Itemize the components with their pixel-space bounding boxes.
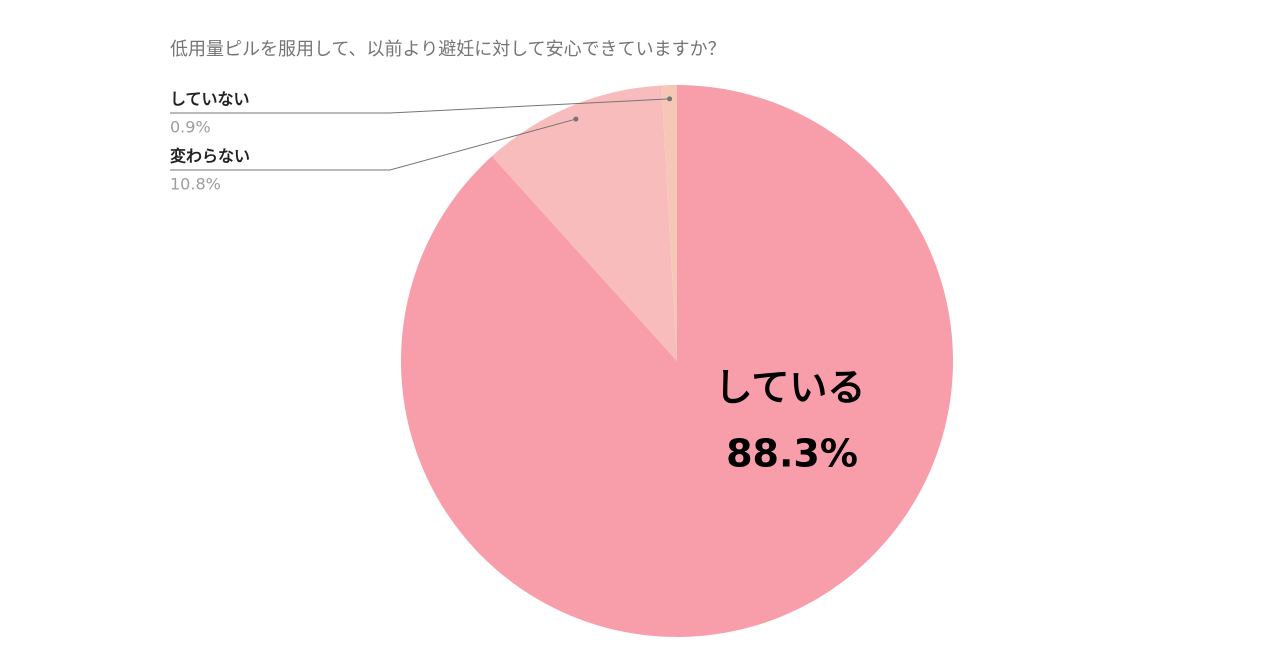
- leader-dot: [573, 116, 579, 122]
- slice-label: 変わらない: [170, 147, 250, 166]
- slice-label: している: [715, 366, 866, 410]
- leader-line: [170, 98, 670, 114]
- slice-label: していない: [170, 90, 250, 109]
- pie-slice: [491, 85, 677, 362]
- leader-dot: [667, 96, 673, 102]
- slice-value: 88.3%: [726, 432, 858, 476]
- pie-slice: [400, 85, 953, 638]
- pie-slice: [661, 85, 677, 361]
- slice-value: 10.8%: [170, 175, 221, 194]
- slice-value: 0.9%: [170, 118, 211, 137]
- chart-title: 低用量ピルを服用して、以前より避妊に対して安心できていますか？: [170, 39, 726, 60]
- leader-line: [170, 118, 577, 171]
